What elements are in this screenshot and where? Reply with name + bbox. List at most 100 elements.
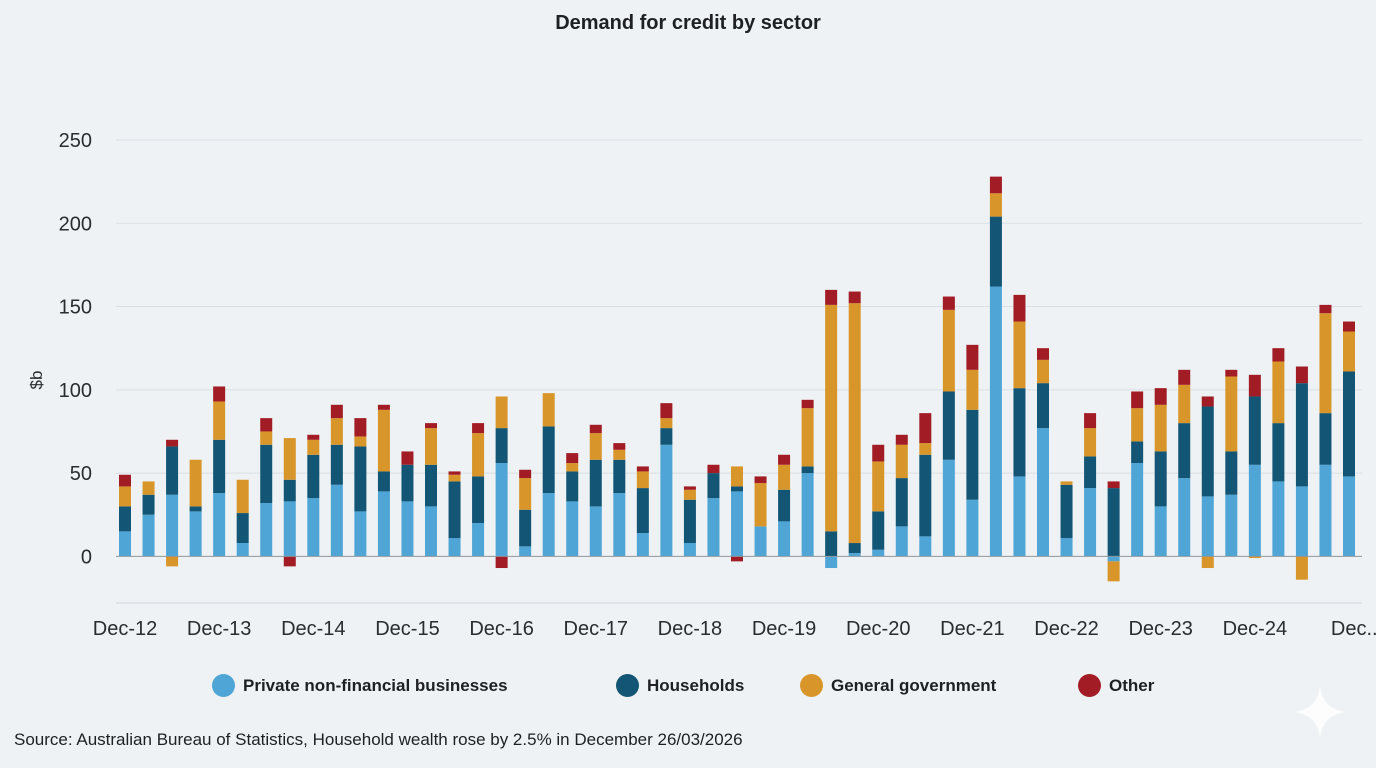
bar-Jun-22-series-1: [1013, 388, 1026, 477]
x-tick-label-13: Dec...: [1331, 618, 1376, 640]
chart-title: Demand for credit by sector: [555, 12, 821, 34]
bar-Dec-23-series-0: [1154, 506, 1167, 557]
legend-swatch-households: [616, 674, 639, 697]
x-tick-label-2: Dec-14: [281, 618, 345, 640]
bar-Jun-25-series-3: [1295, 366, 1308, 384]
bar-Mar-17-series-2: [519, 478, 532, 510]
bar-Dec-24-series-3: [1248, 374, 1261, 397]
bar-Jun-20-series-2: [825, 304, 838, 532]
bar-Sep-23-series-2: [1131, 408, 1144, 442]
bar-Mar-21-series-1: [895, 478, 908, 527]
x-tick-label-10: Dec-22: [1034, 618, 1098, 640]
x-tick-label-3: Dec-15: [375, 618, 439, 640]
bar-Dec-18-series-0: [683, 543, 696, 557]
legend: Private non-financial businesses Househo…: [0, 674, 1376, 706]
bar-Jun-21-series-3: [919, 413, 932, 444]
bar-Dec-24-series-1: [1248, 396, 1261, 465]
bar-Mar-25-series-0: [1272, 481, 1285, 557]
legend-label-general-government: General government: [831, 675, 997, 695]
bar-Sep-22-series-2: [1037, 359, 1049, 384]
bar-Sep-14-series-0: [283, 501, 296, 557]
bar-Mar-25-series-3: [1272, 348, 1285, 362]
bar-Jun-24-series-2: [1201, 556, 1214, 569]
bar-Dec-16-series-0: [495, 463, 508, 557]
bar-Mar-13-series-1: [142, 494, 155, 515]
bar-Mar-24-series-1: [1178, 423, 1191, 479]
bar-Jun-13-series-1: [166, 446, 179, 495]
bar-Mar-18-series-2: [613, 449, 626, 460]
bar-Sep-15-series-1: [377, 471, 390, 492]
bar-Mar-20-series-1: [801, 466, 814, 474]
x-tick-label-0: Dec-12: [93, 618, 157, 640]
bar-Mar-20-series-2: [801, 408, 814, 467]
bar-Sep-19-series-2: [754, 483, 767, 527]
bar-Dec-22-series-0: [1060, 538, 1073, 557]
bar-Sep-19-series-3: [754, 476, 767, 484]
bar-Dec-13-series-1: [213, 439, 226, 494]
bar-Sep-17-series-1: [566, 471, 579, 502]
bar-Sep-25-series-1: [1319, 413, 1332, 465]
x-tick-label-5: Dec-17: [564, 618, 628, 640]
bar-Dec-12-series-1: [119, 506, 131, 532]
bar-Dec-19-series-2: [778, 464, 791, 490]
bar-Dec-21-series-1: [966, 409, 979, 500]
bar-Sep-18-series-2: [660, 418, 673, 429]
x-tick-label-4: Dec-16: [469, 618, 533, 640]
bar-Jun-14-series-0: [260, 503, 273, 557]
bar-Jun-16-series-3: [448, 471, 461, 475]
bar-Sep-25-series-2: [1319, 313, 1332, 414]
bar-Jun-16-series-0: [448, 538, 461, 557]
legend-swatch-private-businesses: [212, 674, 235, 697]
bar-Sep-17-series-3: [566, 453, 579, 464]
bar-Mar-21-series-3: [895, 434, 908, 445]
bar-Sep-18-series-1: [660, 428, 673, 445]
bar-Dec-23-series-2: [1154, 404, 1167, 452]
bar-Dec-25-series-1: [1343, 371, 1355, 477]
bar-Sep-16-series-1: [472, 476, 485, 524]
bar-Dec-17-series-3: [589, 424, 602, 434]
bar-Sep-24-series-2: [1225, 376, 1238, 452]
bar-Mar-24-series-0: [1178, 478, 1191, 557]
bar-Jun-24-series-0: [1201, 496, 1214, 557]
bar-Dec-25-series-2: [1343, 331, 1355, 372]
bar-Sep-16-series-2: [472, 433, 485, 477]
bar-Dec-20-series-1: [872, 511, 885, 550]
bar-Sep-20-series-3: [848, 291, 861, 304]
bar-Jun-21-series-1: [919, 454, 932, 537]
bar-Sep-18-series-3: [660, 403, 673, 419]
bar-Mar-25-series-1: [1272, 423, 1285, 482]
bar-Sep-20-series-2: [848, 303, 861, 544]
bar-Sep-24-series-3: [1225, 369, 1238, 377]
bar-Jun-23-series-1: [1107, 488, 1120, 557]
bar-Mar-17-series-0: [519, 546, 532, 557]
bar-Mar-16-series-1: [425, 464, 437, 507]
bar-Sep-21-series-0: [942, 459, 955, 557]
bar-Dec-17-series-1: [589, 459, 602, 507]
bar-Mar-13-series-2: [142, 481, 155, 495]
bar-Mar-22-series-2: [989, 193, 1002, 217]
bar-Jun-18-series-3: [636, 466, 649, 472]
bar-Jun-20-series-3: [825, 289, 838, 305]
bar-Dec-18-series-2: [683, 489, 696, 500]
bar-Jun-15-series-3: [354, 418, 367, 437]
bar-Mar-15-series-3: [330, 404, 343, 419]
bar-Jun-24-series-3: [1201, 396, 1214, 407]
bar-Mar-23-series-2: [1084, 428, 1097, 457]
bar-Mar-22-series-3: [989, 176, 1002, 194]
bar-Sep-13-series-1: [189, 506, 202, 512]
bar-Sep-14-series-3: [283, 556, 296, 567]
bar-Dec-15-series-0: [401, 501, 414, 557]
bar-Sep-21-series-3: [942, 296, 955, 310]
bar-Sep-16-series-3: [472, 423, 485, 434]
bar-Dec-14-series-1: [307, 454, 320, 499]
bar-Mar-17-series-3: [519, 469, 532, 479]
bar-Mar-18-series-3: [613, 443, 626, 450]
bar-Dec-21-series-3: [966, 344, 979, 370]
bar-Dec-24-series-2: [1248, 556, 1261, 559]
bar-Sep-21-series-2: [942, 309, 955, 392]
bar-Sep-15-series-2: [377, 409, 390, 472]
bar-Sep-22-series-1: [1037, 383, 1049, 429]
bar-Mar-15-series-2: [330, 418, 343, 445]
bar-Dec-13-series-2: [213, 401, 226, 440]
